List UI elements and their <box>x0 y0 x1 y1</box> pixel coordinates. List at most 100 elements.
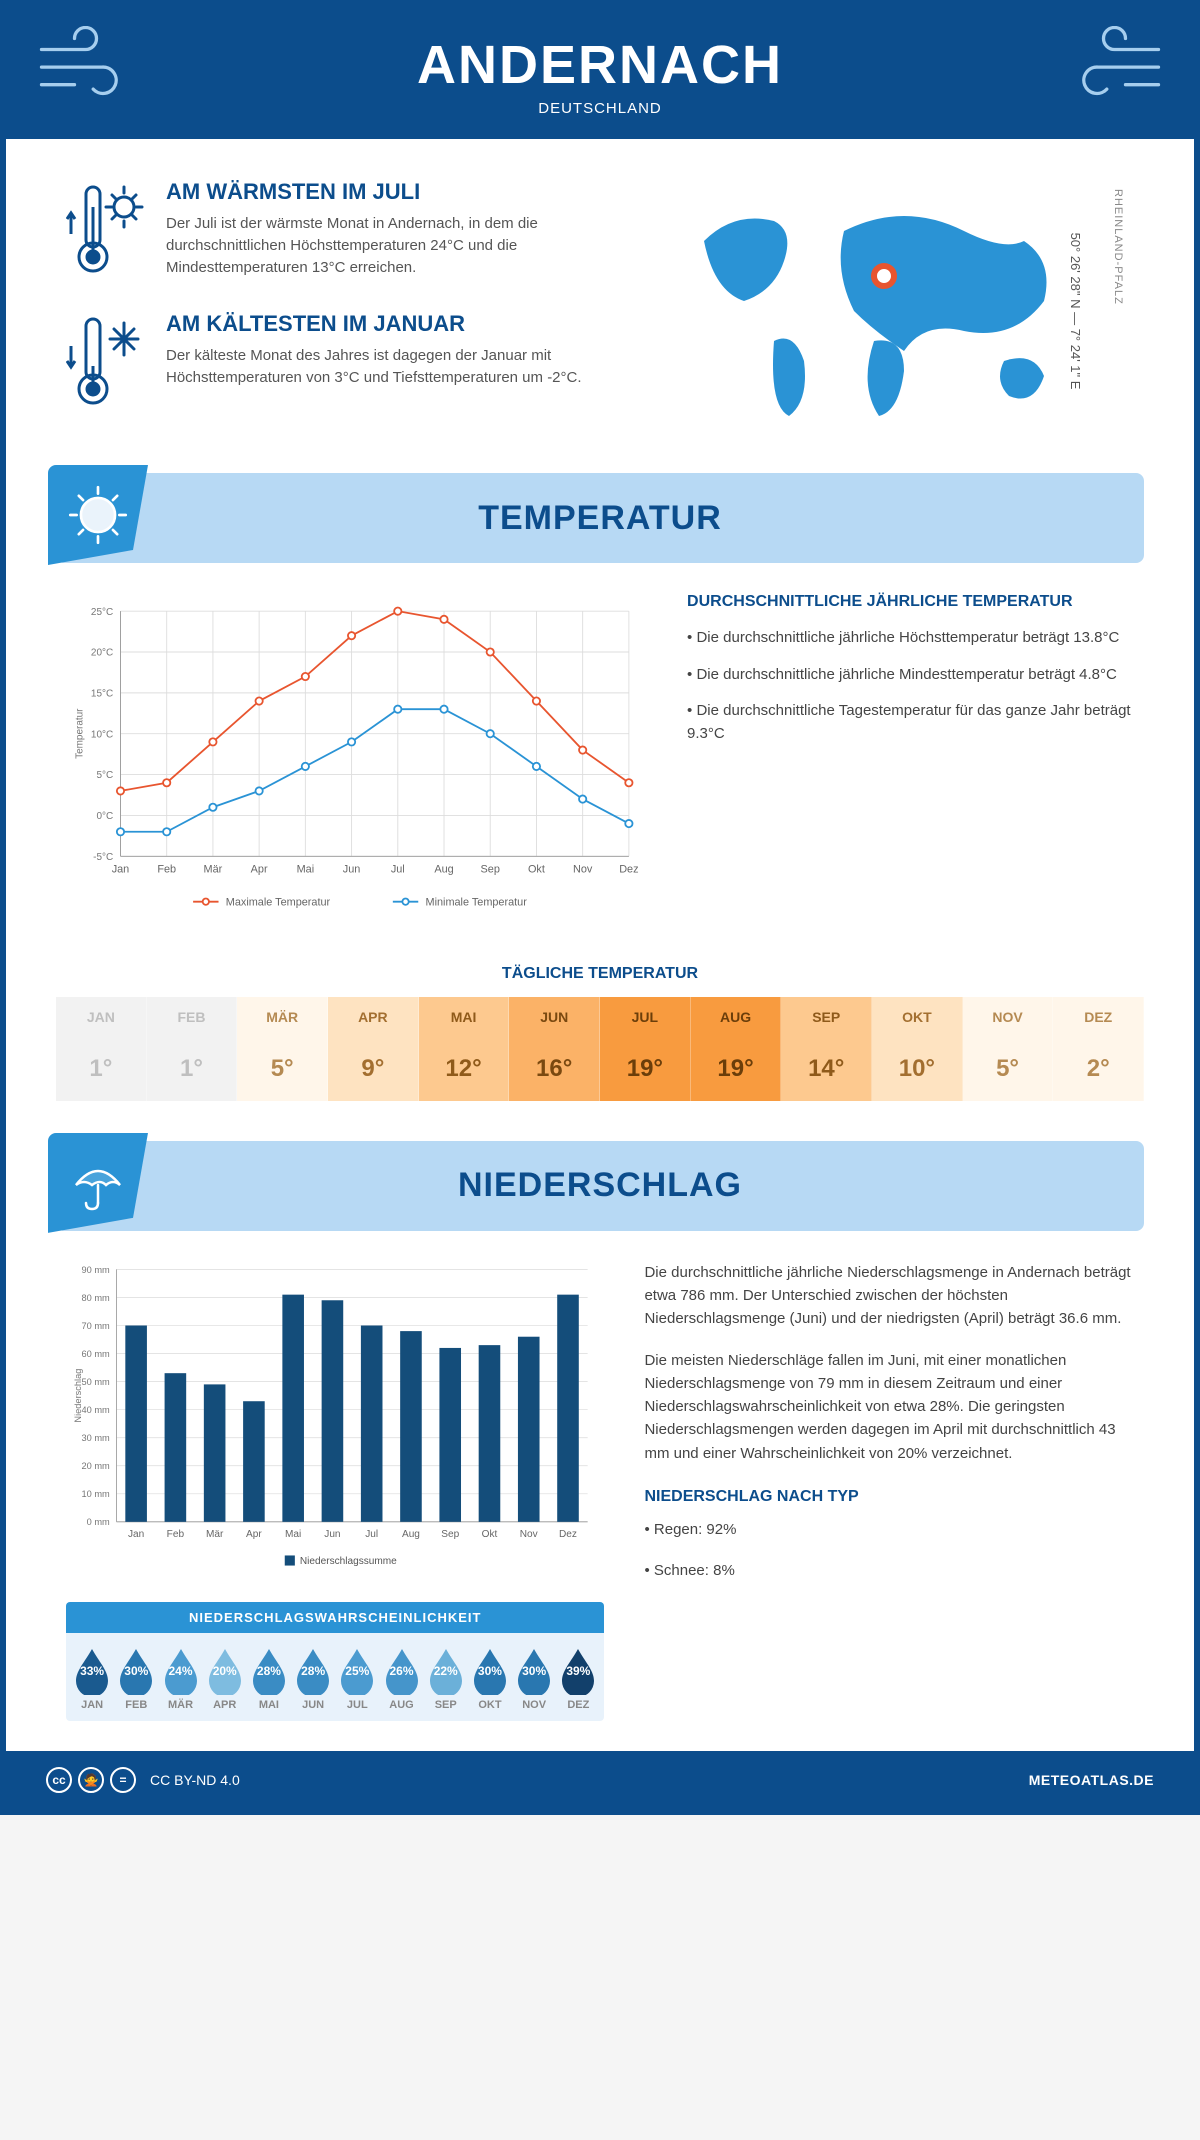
source-label: METEOATLAS.DE <box>1029 1772 1154 1788</box>
thermometer-snow-icon <box>66 311 146 411</box>
coordinates-label: 50° 26' 28" N — 7° 24' 1" E <box>1068 233 1083 390</box>
svg-text:Aug: Aug <box>402 1529 420 1540</box>
probability-cell: 26%AUG <box>379 1647 423 1711</box>
svg-text:20 mm: 20 mm <box>81 1461 110 1471</box>
precip-type-heading: NIEDERSCHLAG NACH TYP <box>644 1485 1134 1510</box>
probability-cell: 20%APR <box>203 1647 247 1711</box>
probability-cell: 30%FEB <box>114 1647 158 1711</box>
daily-temp-title: TÄGLICHE TEMPERATUR <box>6 965 1194 983</box>
svg-text:Jan: Jan <box>128 1529 144 1540</box>
temp-bullet: • Die durchschnittliche jährliche Mindes… <box>687 664 1134 687</box>
intro-section: AM WÄRMSTEN IM JULI Der Juli ist der wär… <box>6 139 1194 473</box>
section-banner-temp: TEMPERATUR <box>56 473 1144 563</box>
probability-cell: 28%MAI <box>247 1647 291 1711</box>
probability-cell: 24%MÄR <box>158 1647 202 1711</box>
world-map-icon <box>674 191 1094 431</box>
svg-text:Mai: Mai <box>285 1529 301 1540</box>
city-title: ANDERNACH <box>6 34 1194 96</box>
precip-paragraph: Die durchschnittliche jährliche Niedersc… <box>644 1261 1134 1331</box>
probability-cell: 33%JAN <box>70 1647 114 1711</box>
svg-text:Minimale Temperatur: Minimale Temperatur <box>426 896 528 908</box>
svg-text:Jun: Jun <box>324 1529 340 1540</box>
region-label: RHEINLAND-PFALZ <box>1112 189 1124 305</box>
temp-bullet: • Die durchschnittliche jährliche Höchst… <box>687 627 1134 650</box>
svg-text:Sep: Sep <box>481 864 500 876</box>
svg-text:30 mm: 30 mm <box>81 1433 110 1443</box>
svg-text:70 mm: 70 mm <box>81 1321 110 1331</box>
license-text: CC BY-ND 4.0 <box>150 1772 240 1788</box>
svg-text:Apr: Apr <box>246 1529 262 1540</box>
cc-icon: cc <box>46 1767 72 1793</box>
thermometer-sun-icon <box>66 179 146 279</box>
svg-text:10°C: 10°C <box>91 729 113 740</box>
svg-text:0 mm: 0 mm <box>87 1517 110 1527</box>
probability-strip: 33%JAN30%FEB24%MÄR20%APR28%MAI28%JUN25%J… <box>66 1633 604 1721</box>
svg-text:Okt: Okt <box>528 864 545 876</box>
svg-text:Jul: Jul <box>365 1529 378 1540</box>
daily-cell: APR9° <box>328 997 419 1101</box>
svg-text:15°C: 15°C <box>91 688 113 699</box>
daily-cell: JUN16° <box>509 997 600 1101</box>
probability-cell: 39%DEZ <box>556 1647 600 1711</box>
svg-text:Jan: Jan <box>112 864 130 876</box>
by-icon: 🙅 <box>78 1767 104 1793</box>
daily-cell: JUL19° <box>600 997 691 1101</box>
coldest-title: AM KÄLTESTEN IM JANUAR <box>166 311 586 337</box>
svg-text:Sep: Sep <box>441 1529 459 1540</box>
svg-text:Mär: Mär <box>204 864 223 876</box>
temp-bullet: • Die durchschnittliche Tagestemperatur … <box>687 700 1134 745</box>
svg-text:80 mm: 80 mm <box>81 1293 110 1303</box>
svg-text:0°C: 0°C <box>96 811 113 822</box>
header: ANDERNACH DEUTSCHLAND <box>6 6 1194 139</box>
svg-text:50 mm: 50 mm <box>81 1377 110 1387</box>
svg-text:10 mm: 10 mm <box>81 1489 110 1499</box>
probability-cell: 22%SEP <box>424 1647 468 1711</box>
precipitation-bar-chart: 0 mm 10 mm 20 mm 30 mm 40 mm 50 mm 60 mm 70 mm 8… <box>66 1261 604 1721</box>
svg-text:Mai: Mai <box>297 864 315 876</box>
svg-text:Dez: Dez <box>559 1529 577 1540</box>
daily-cell: NOV5° <box>963 997 1054 1101</box>
svg-text:Aug: Aug <box>434 864 453 876</box>
precip-type-bullet: • Regen: 92% <box>644 1518 1134 1541</box>
coldest-fact: AM KÄLTESTEN IM JANUAR Der kälteste Mona… <box>66 311 644 411</box>
svg-text:20°C: 20°C <box>91 648 113 659</box>
daily-cell: MAI12° <box>419 997 510 1101</box>
daily-cell: JAN1° <box>56 997 147 1101</box>
wind-icon <box>1054 26 1164 106</box>
probability-cell: 25%JUL <box>335 1647 379 1711</box>
license-badges: cc 🙅 = <box>46 1767 136 1793</box>
footer: cc 🙅 = CC BY-ND 4.0 METEOATLAS.DE <box>6 1751 1194 1809</box>
precipitation-summary: Die durchschnittliche jährliche Niedersc… <box>644 1261 1134 1721</box>
daily-cell: SEP14° <box>781 997 872 1101</box>
umbrella-icon <box>48 1133 148 1233</box>
daily-cell: FEB1° <box>147 997 238 1101</box>
svg-text:90 mm: 90 mm <box>81 1265 110 1275</box>
coldest-text: Der kälteste Monat des Jahres ist dagege… <box>166 345 586 389</box>
daily-cell: DEZ2° <box>1053 997 1144 1101</box>
temp-summary-heading: DURCHSCHNITTLICHE JÄHRLICHE TEMPERATUR <box>687 593 1134 611</box>
svg-text:Feb: Feb <box>157 864 176 876</box>
probability-cell: 30%NOV <box>512 1647 556 1711</box>
daily-cell: OKT10° <box>872 997 963 1101</box>
precip-type-bullet: • Schnee: 8% <box>644 1559 1134 1582</box>
probability-cell: 28%JUN <box>291 1647 335 1711</box>
nd-icon: = <box>110 1767 136 1793</box>
daily-cell: MÄR5° <box>237 997 328 1101</box>
country-subtitle: DEUTSCHLAND <box>6 100 1194 117</box>
svg-text:60 mm: 60 mm <box>81 1349 110 1359</box>
svg-text:Okt: Okt <box>482 1529 498 1540</box>
warmest-title: AM WÄRMSTEN IM JULI <box>166 179 586 205</box>
svg-text:Feb: Feb <box>167 1529 185 1540</box>
daily-temp-strip: JAN1°FEB1°MÄR5°APR9°MAI12°JUN16°JUL19°AU… <box>56 997 1144 1101</box>
svg-text:Jun: Jun <box>343 864 361 876</box>
temperature-line-chart: -5°C0°C5°C10°C15°C20°C25°CJanFebMärAprMa… <box>66 593 647 925</box>
precip-paragraph: Die meisten Niederschläge fallen im Juni… <box>644 1349 1134 1465</box>
probability-title: NIEDERSCHLAGSWAHRSCHEINLICHKEIT <box>66 1602 604 1633</box>
svg-text:25°C: 25°C <box>91 607 113 618</box>
temperature-summary: DURCHSCHNITTLICHE JÄHRLICHE TEMPERATUR •… <box>687 593 1134 925</box>
svg-text:40 mm: 40 mm <box>81 1405 110 1415</box>
svg-text:Niederschlag: Niederschlag <box>73 1368 83 1422</box>
world-map-region: 50° 26' 28" N — 7° 24' 1" E RHEINLAND-PF… <box>674 179 1134 443</box>
section-banner-precip: NIEDERSCHLAG <box>56 1141 1144 1231</box>
svg-text:Nov: Nov <box>520 1529 538 1540</box>
